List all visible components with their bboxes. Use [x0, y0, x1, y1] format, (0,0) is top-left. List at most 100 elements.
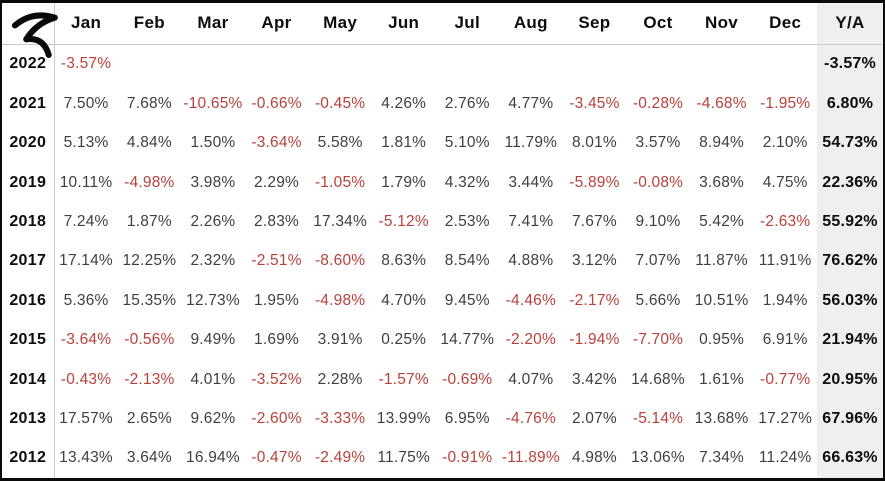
monthly-return-cell: -0.77% [760, 370, 811, 388]
monthly-return-cell: -4.68% [696, 95, 747, 113]
monthly-return-cell: 11.87% [695, 252, 748, 270]
year-row: 2021 7.50% 7.68% -10.65% -0.66% -0.45% 4.26% 2.… [2, 84, 883, 124]
monthly-return-cell: -3.64% [60, 331, 112, 349]
year-row: 2016 5.36% 15.35% 12.73% 1.95% -4.98% 4.70% 9.4… [2, 281, 883, 321]
monthly-return-cell: 5.36% [63, 291, 109, 309]
monthly-return-cell: 1.50% [190, 134, 236, 152]
monthly-return-cell: 3.91% [317, 331, 363, 349]
monthly-return-cell: 10.11% [59, 173, 113, 191]
monthly-return-cell: 0.25% [381, 331, 427, 349]
monthly-return-cell: 2.76% [444, 95, 490, 113]
row-year-label: 2013 [2, 399, 55, 439]
monthly-return-cell: -1.94% [569, 331, 620, 349]
monthly-return-cell: 15.35% [122, 291, 177, 309]
column-header-aug: Aug [499, 3, 563, 45]
monthly-return-cell: -0.56% [124, 331, 175, 349]
monthly-return-cell: 6.95% [444, 409, 490, 427]
monthly-return-cell: -3.33% [314, 409, 366, 427]
year-row: 2018 7.24% 1.87% 2.26% 2.83% 17.34% -5.12% 2.53… [2, 202, 883, 242]
column-header-nov: Nov [689, 3, 754, 45]
monthly-return-cell: 7.67% [571, 213, 617, 231]
yearly-return-cell: 6.80% [817, 84, 883, 124]
monthly-return-cell: -0.47% [251, 449, 302, 467]
monthly-return-cell: 13.06% [631, 449, 685, 467]
monthly-return-cell [690, 44, 754, 84]
row-year-label: 2012 [2, 438, 55, 478]
monthly-return-cell: 3.12% [571, 252, 617, 270]
yearly-return-cell: 67.96% [817, 399, 883, 439]
monthly-return-cell: 3.44% [508, 173, 554, 191]
column-header-oct: Oct [626, 3, 690, 45]
monthly-return-cell: -5.14% [632, 409, 684, 427]
row-year-label: 2020 [2, 123, 55, 164]
monthly-return-cell: 17.27% [758, 409, 813, 427]
monthly-return-cell: 4.98% [571, 449, 617, 467]
monthly-return-cell: -2.17% [569, 291, 620, 309]
brand-logo-cell [2, 3, 58, 58]
monthly-return-cell [118, 44, 182, 84]
monthly-return-cell: 13.99% [376, 409, 431, 427]
year-row: 2012 13.43% 3.64% 16.94% -0.47% -2.49% 11.75% -… [2, 438, 883, 478]
yearly-return-cell: 22.36% [817, 163, 883, 203]
monthly-return-cell: 9.10% [635, 213, 681, 231]
monthly-return-cell: 2.28% [317, 370, 363, 388]
monthly-return-cell: 8.94% [699, 134, 745, 152]
monthly-return-cell: -0.45% [314, 95, 366, 113]
monthly-return-cell: 13.43% [59, 449, 113, 467]
monthly-return-cell: 5.66% [635, 291, 681, 309]
monthly-return-cell: -3.64% [251, 134, 302, 152]
yearly-return-cell: 66.63% [817, 438, 883, 478]
year-row: 2017 17.14% 12.25% 2.32% -2.51% -8.60% 8.63% 8.… [2, 241, 883, 282]
monthly-return-cell [181, 44, 245, 84]
monthly-return-cell [753, 44, 817, 84]
monthly-return-cell: 14.77% [440, 331, 495, 349]
monthly-return-cell: -2.51% [251, 252, 302, 270]
monthly-return-cell: -4.98% [314, 291, 366, 309]
yearly-return-cell: 55.92% [817, 202, 883, 242]
monthly-return-cell: 17.57% [59, 409, 113, 427]
monthly-return-cell: 4.84% [126, 134, 172, 152]
monthly-return-cell: -0.66% [251, 95, 302, 113]
column-header-jan: Jan [54, 3, 118, 45]
monthly-return-cell: 2.10% [762, 134, 808, 152]
monthly-return-cell: -3.57% [60, 55, 112, 73]
monthly-return-cell: 14.68% [631, 370, 685, 388]
year-row: 2013 17.57% 2.65% 9.62% -2.60% -3.33% 13.99% 6.… [2, 399, 883, 439]
monthly-return-cell: 5.42% [699, 213, 745, 231]
monthly-return-cell: 5.10% [444, 134, 490, 152]
monthly-return-cell [435, 44, 499, 84]
column-header-jun: Jun [371, 3, 436, 45]
monthly-return-cell [626, 44, 690, 84]
row-year-label: 2018 [2, 202, 55, 242]
monthly-return-cell: -10.65% [183, 95, 243, 113]
monthly-return-cell: 3.68% [699, 173, 745, 191]
year-row: 2015 -3.64% -0.56% 9.49% 1.69% 3.91% 0.25% 14.7… [2, 320, 883, 360]
row-year-label: 2021 [2, 84, 55, 124]
monthly-return-cell: 9.45% [444, 291, 490, 309]
column-header-may: May [308, 3, 372, 45]
year-row: 2020 5.13% 4.84% 1.50% -3.64% 5.58% 1.81% 5.10%… [2, 123, 883, 164]
monthly-return-cell [308, 44, 372, 84]
monthly-return-cell: 4.26% [381, 95, 427, 113]
monthly-return-cell: 9.62% [190, 409, 236, 427]
monthly-return-cell: -3.45% [569, 95, 620, 113]
monthly-return-cell: 2.26% [190, 213, 236, 231]
monthly-return-cell: 8.01% [571, 134, 617, 152]
monthly-return-cell: 2.53% [444, 213, 490, 231]
monthly-return-cell: -0.69% [442, 370, 493, 388]
monthly-return-cell: 4.70% [381, 291, 427, 309]
monthly-return-cell: 2.32% [190, 252, 236, 270]
monthly-return-cell: 11.75% [377, 449, 430, 467]
monthly-return-cell: 2.83% [254, 213, 299, 231]
year-row: 2022 -3.57% -3.57% [2, 44, 883, 85]
year-row: 2019 10.11% -4.98% 3.98% 2.29% -1.05% 1.79% 4.3… [2, 163, 883, 203]
monthly-return-cell: 11.79% [504, 134, 558, 152]
monthly-return-cell: 11.91% [758, 252, 812, 270]
monthly-return-cell: 11.24% [758, 449, 812, 467]
monthly-return-cell: 6.91% [762, 331, 808, 349]
column-header-dec: Dec [753, 3, 817, 45]
monthly-return-cell: -5.89% [569, 173, 620, 191]
column-header-row: Jan Feb Mar Apr May Jun Jul Aug Sep Oct Nov Dec Y/A [2, 3, 883, 58]
column-header-apr: Apr [244, 3, 309, 45]
monthly-return-cell: 3.42% [571, 370, 617, 388]
